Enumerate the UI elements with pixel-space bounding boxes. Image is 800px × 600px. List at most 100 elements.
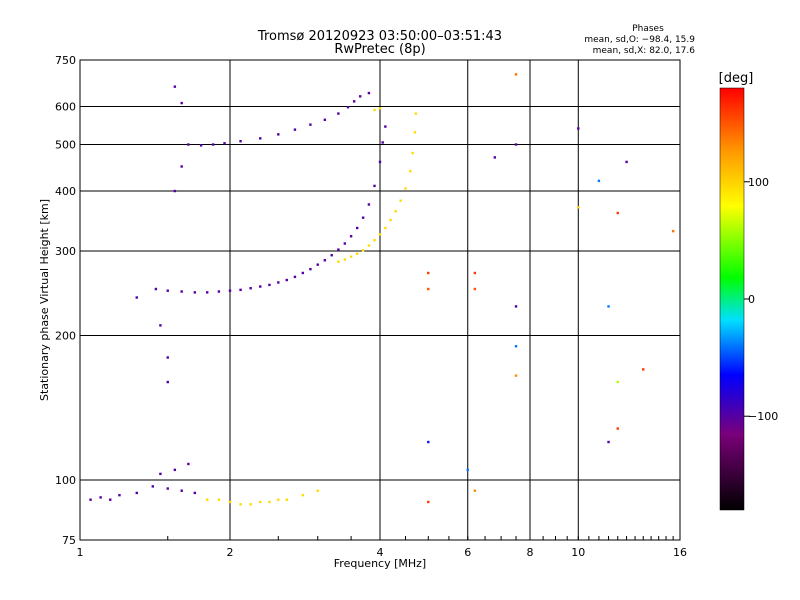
data-point [239,503,242,506]
data-point [217,290,221,293]
data-point [249,286,252,290]
data-point [166,356,169,359]
data-point [166,487,169,490]
data-point [352,100,356,103]
data-point [173,85,177,88]
data-point [89,498,92,501]
data-point [373,238,376,242]
data-point [381,141,384,144]
data-point [180,165,183,168]
data-point [466,468,469,472]
data-point [427,500,430,504]
data-point [343,242,347,245]
data-point [187,143,190,146]
colorbar-ticks: 100 0 −100 [744,176,778,423]
data-point [159,472,162,476]
data-point [323,118,327,121]
data-point [399,199,402,202]
data-point [616,211,619,215]
data-points [89,73,675,506]
stats-heading: Phases [632,24,664,34]
y-axis-label: Stationary phase Virtual Height [km] [38,199,51,401]
data-point [616,427,619,430]
data-point [367,244,371,247]
data-point [384,125,387,128]
data-point [228,289,232,292]
colorbar-tick-label: −100 [748,410,778,423]
data-point [514,374,518,377]
data-point [277,498,280,501]
data-point [301,271,305,275]
data-point [193,491,197,495]
grid-lines [80,60,680,540]
data-point [358,95,362,98]
data-point [301,493,305,497]
y-tick-label: 200 [55,330,76,343]
data-point [378,107,382,110]
stats-line-o: mean, sd,O: −98.4, 15.9 [584,35,695,45]
data-point [473,271,477,275]
x-tick-label: 6 [464,546,471,559]
stats-line-x: mean, sd,X: 82.0, 17.6 [593,46,696,56]
data-point [166,380,169,384]
data-point [384,226,387,230]
data-point [173,468,177,472]
data-point [337,112,340,115]
data-point [355,252,359,256]
chart-title: Tromsø 20120923 03:50:00–03:51:43 [257,29,502,44]
data-point [309,267,312,271]
y-tick-label: 500 [55,139,76,152]
data-point [118,493,121,497]
data-point [166,289,169,292]
data-point [607,440,610,444]
data-point [671,229,675,233]
data-point [205,291,209,294]
data-point [309,123,312,126]
data-point [259,285,262,288]
data-point [514,345,518,348]
data-point [404,187,407,190]
y-tick-label: 100 [55,474,76,487]
data-point [337,260,340,263]
data-point [277,281,280,284]
data-point [259,137,262,140]
data-point [514,305,518,308]
data-point [285,278,288,282]
x-axis: 1 2 4 6 8 10 16 [77,536,687,559]
data-point [427,271,430,275]
data-point [173,189,177,193]
data-point [514,73,518,76]
data-point [577,127,580,130]
data-point [293,128,297,131]
data-point [277,133,280,136]
x-tick-label: 4 [377,546,384,559]
data-point [616,380,619,384]
y-tick-label: 75 [62,534,76,547]
data-point [135,296,138,299]
y-tick-label: 600 [55,101,76,114]
x-tick-label: 16 [673,546,687,559]
data-point [316,489,319,492]
data-point [199,144,203,147]
chart-subtitle: RwPretec (8p) [334,42,425,57]
data-point [268,283,271,287]
data-point [211,143,215,146]
x-tick-label: 1 [77,546,84,559]
data-point [151,485,155,488]
data-point [473,287,477,291]
y-tick-label: 300 [55,245,76,258]
colorbar-tick-label: 0 [748,293,755,306]
data-point [378,160,382,164]
colorbar-tick-label: 100 [748,176,769,189]
data-point [346,106,350,109]
data-point [625,160,628,164]
data-point [373,108,376,112]
data-point [349,255,353,258]
data-point [373,184,376,188]
data-point [337,248,340,251]
data-point [361,249,365,252]
data-point [414,112,418,115]
data-point [367,203,371,206]
data-point [193,291,197,294]
data-point [285,498,288,501]
